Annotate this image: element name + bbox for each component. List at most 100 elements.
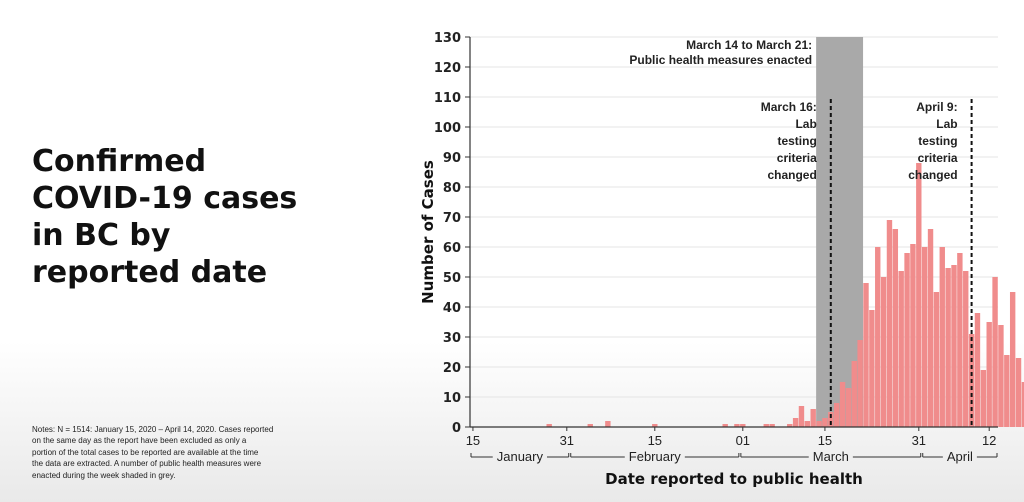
y-tick-label: 20 — [443, 361, 461, 376]
notes-line: enacted during the week shaded in grey. — [32, 470, 176, 480]
bar — [828, 412, 834, 427]
bar — [898, 271, 904, 427]
annotation-label: changed — [767, 168, 816, 182]
bar — [927, 229, 934, 427]
bar — [933, 292, 940, 427]
bar — [740, 424, 746, 427]
bar — [892, 229, 899, 427]
bar — [804, 421, 811, 427]
month-label: April — [947, 449, 973, 464]
bar — [880, 277, 887, 427]
bar — [863, 283, 869, 427]
bar — [652, 424, 658, 427]
title-line: in BC by — [32, 218, 171, 253]
bar — [980, 370, 987, 427]
y-axis-label: Number of Cases — [419, 160, 437, 304]
y-tick-label: 100 — [434, 121, 461, 136]
bar — [904, 253, 910, 427]
bar — [833, 403, 840, 427]
shaded-period-label: Public health measures enacted — [629, 53, 812, 67]
y-tick-label: 130 — [434, 31, 461, 46]
bar — [875, 247, 881, 427]
bar — [916, 163, 922, 427]
y-tick-label: 60 — [443, 241, 461, 256]
bar — [939, 247, 945, 427]
notes-line: the data are extracted. A number of publ… — [32, 459, 262, 469]
bar — [546, 424, 552, 427]
notes: Notes: N = 1514: January 15, 2020 – Apri… — [32, 424, 332, 481]
bar — [792, 418, 799, 427]
annotation-label: Lab — [936, 117, 957, 131]
annotation-label: March 16: — [761, 100, 817, 114]
notes-line: on the same day as the report have been … — [32, 436, 247, 446]
y-tick-label: 110 — [434, 91, 461, 106]
annotation-label: criteria — [918, 151, 958, 165]
x-tick-label: 31 — [560, 433, 574, 448]
bar — [845, 388, 852, 427]
bar — [951, 265, 957, 427]
y-tick-label: 0 — [452, 421, 461, 436]
bar-series — [546, 163, 1024, 427]
annotation-label: criteria — [777, 151, 817, 165]
slide-title: Confirmed COVID-19 cases in BC by report… — [32, 143, 332, 291]
bar — [957, 253, 963, 427]
title-line: COVID-19 cases — [32, 181, 298, 216]
bar — [810, 409, 816, 427]
y-tick-label: 90 — [443, 151, 461, 166]
month-label: March — [813, 449, 849, 464]
y-tick-label: 10 — [443, 391, 461, 406]
bar — [998, 325, 1004, 427]
bar — [921, 247, 928, 427]
bar — [587, 424, 593, 427]
bar — [763, 424, 769, 427]
bar — [986, 322, 992, 427]
title-line: Confirmed — [32, 144, 207, 179]
bar — [798, 406, 805, 427]
y-tick-label: 70 — [443, 211, 461, 226]
notes-line: portion of the total cases to be reporte… — [32, 447, 259, 457]
bar — [851, 361, 857, 427]
bar — [839, 382, 846, 427]
month-label: February — [629, 449, 682, 464]
bar — [816, 421, 822, 427]
bar — [605, 421, 611, 427]
bar — [1009, 292, 1016, 427]
bar — [886, 220, 893, 427]
annotation-lines — [829, 99, 973, 427]
bar — [1015, 358, 1022, 427]
y-tick-label: 80 — [443, 181, 461, 196]
axes: 0 10 20 30 40 50 60 70 80 90 100 110 120 130 15 31 15 01 1… — [434, 31, 998, 464]
x-tick-label: 01 — [736, 433, 750, 448]
bar — [769, 424, 775, 427]
shaded-period-label: March 14 to March 21: — [686, 38, 812, 52]
x-tick-label: 31 — [912, 433, 926, 448]
bar — [1004, 355, 1010, 427]
y-tick-label: 120 — [434, 61, 461, 76]
bar — [857, 340, 863, 427]
bar — [822, 418, 828, 427]
annotation-label: April 9: — [916, 100, 957, 114]
chart-labels: March 14 to March 21:Public health measu… — [419, 38, 958, 488]
notes-line: Notes: N = 1514: January 15, 2020 – Apri… — [32, 425, 274, 434]
y-tick-label: 50 — [443, 271, 461, 286]
bar — [1021, 382, 1024, 427]
month-label: January — [497, 449, 544, 464]
annotation-label: testing — [777, 134, 816, 148]
bar — [910, 244, 916, 427]
bar — [787, 424, 793, 427]
bar — [734, 424, 740, 427]
y-tick-label: 40 — [443, 301, 461, 316]
title-line: reported date — [32, 255, 268, 290]
bar — [722, 424, 728, 427]
bar — [945, 268, 951, 427]
x-axis-label: Date reported to public health — [605, 470, 863, 488]
y-tick-label: 30 — [443, 331, 461, 346]
bar — [869, 310, 875, 427]
annotation-label: Lab — [795, 117, 816, 131]
x-tick-label: 15 — [466, 433, 480, 448]
x-tick-label: 12 — [982, 433, 996, 448]
bar — [963, 271, 969, 427]
annotation-label: testing — [918, 134, 957, 148]
bar — [992, 277, 998, 427]
